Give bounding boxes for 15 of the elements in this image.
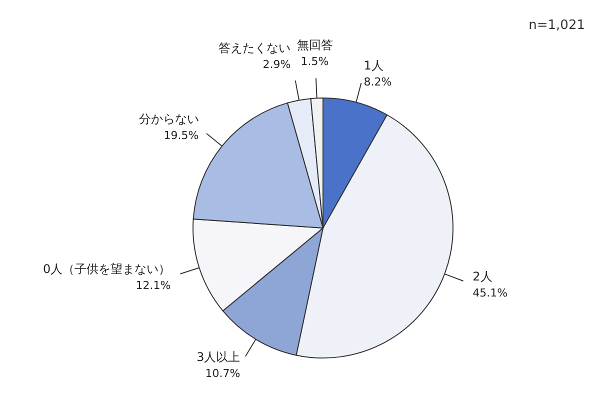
slice-label: 2人 <box>472 270 492 284</box>
text: n=1,021 <box>528 18 585 33</box>
slice-label: 答えたくない <box>218 41 291 55</box>
data-label: 2.9% <box>262 58 291 71</box>
data-label: 10.7% <box>205 366 240 380</box>
slice-label: 1人 <box>364 58 384 72</box>
slice-label: 3人以上 <box>196 350 240 364</box>
slice-label: 無回答 <box>296 38 333 52</box>
data-label: 8.2% <box>364 75 392 88</box>
slice-label: 0人（子供を望まない） <box>43 262 171 276</box>
data-label: 19.5% <box>164 129 199 142</box>
slice-label: 分からない <box>138 112 199 126</box>
data-label: 12.1% <box>136 278 171 292</box>
data-label: 45.1% <box>472 286 508 300</box>
data-label: 1.5% <box>300 55 329 68</box>
